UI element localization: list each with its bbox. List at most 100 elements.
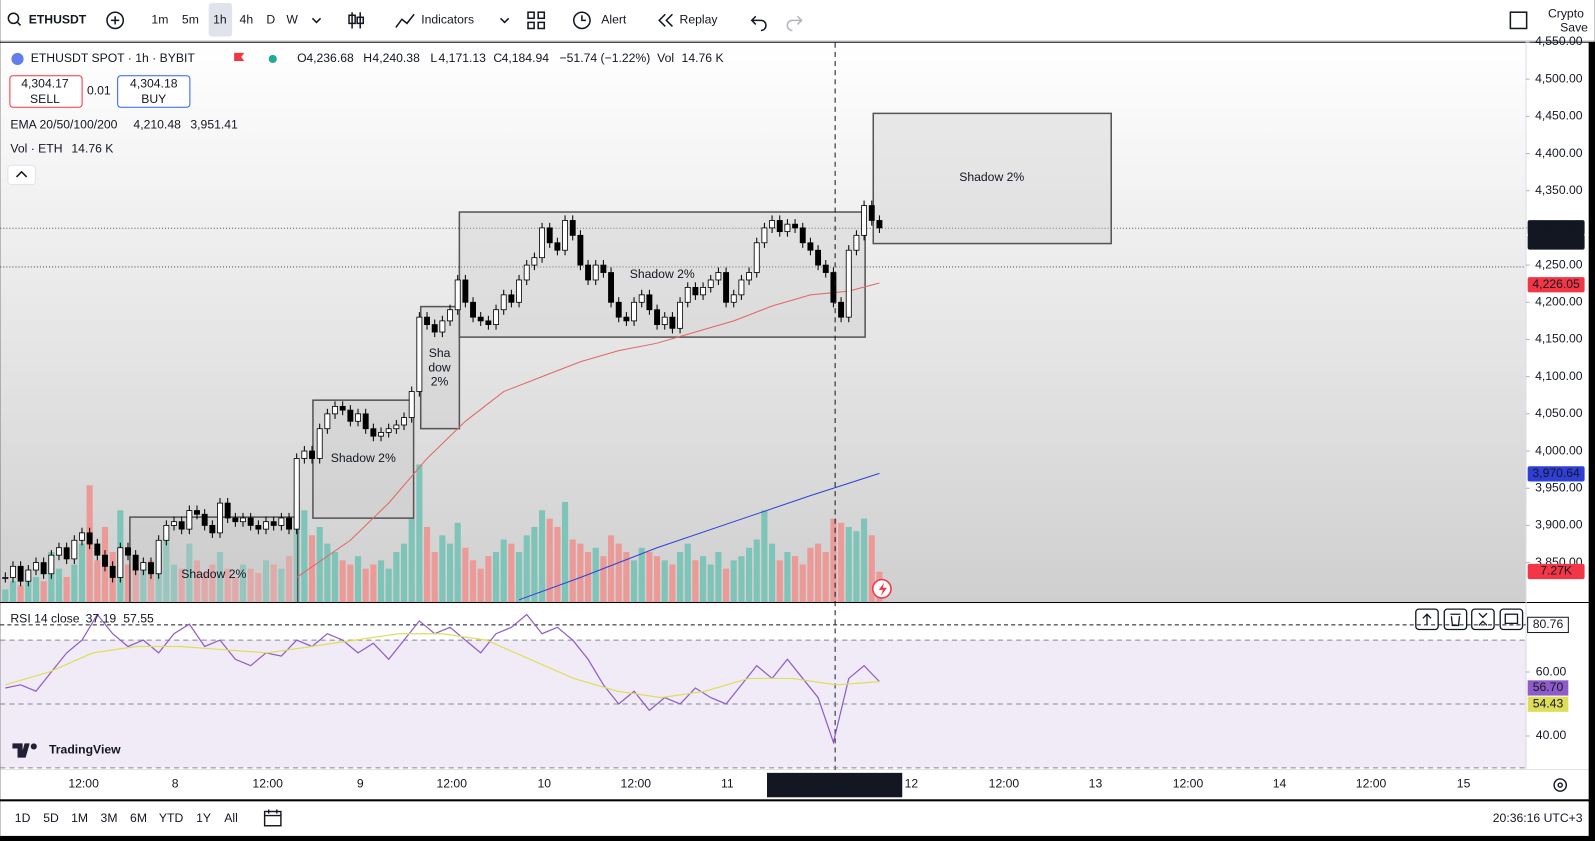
candle-body (784, 223, 791, 233)
range-button[interactable]: 1D (15, 811, 31, 825)
range-button[interactable]: YTD (159, 811, 184, 825)
range-button[interactable]: 1M (71, 811, 88, 825)
bottom-icons (263, 778, 1568, 827)
candle-body (707, 279, 714, 288)
candle-body (807, 242, 814, 251)
chart-pane (0, 42, 1526, 603)
volume-bar (71, 564, 78, 603)
volume-bar (776, 560, 783, 603)
event-bolt (878, 582, 887, 596)
rsi-pane (0, 603, 1526, 770)
candle-body (661, 316, 668, 326)
x-tick-label: 13 (1089, 776, 1103, 790)
candle-body (876, 220, 883, 229)
candle-body (838, 301, 845, 318)
volume-bar (723, 568, 730, 603)
candle-body (416, 316, 423, 392)
candle-body (263, 521, 269, 530)
buy-price: 4,304.18 (130, 77, 178, 91)
volume-bar (485, 556, 492, 603)
candle-body (508, 294, 515, 303)
volume-bar (454, 522, 461, 603)
volume-bar (569, 539, 576, 603)
volume-bar (577, 543, 584, 603)
y-tick-label: 4,400.00 (1535, 146, 1583, 160)
candle-body (608, 272, 615, 303)
candle-body (278, 517, 285, 526)
volume-bar (646, 551, 653, 603)
ohlc: L (430, 51, 437, 65)
volume-bar (554, 526, 561, 603)
candle-body (201, 513, 208, 526)
ohlc: C (493, 51, 502, 65)
candle-body (424, 316, 430, 326)
candle-body (401, 417, 407, 426)
range-button[interactable]: 1Y (196, 811, 211, 825)
candle-body (753, 242, 760, 273)
candle-body (393, 424, 400, 430)
range-button[interactable]: All (224, 811, 238, 825)
volume-bar (585, 551, 592, 603)
collapse-icon (15, 170, 28, 178)
volume-bar (730, 560, 737, 603)
rsi-ma-badge: 54.43 (1533, 696, 1564, 710)
interval: W (286, 13, 298, 27)
candle-body (324, 413, 331, 430)
sell-button[interactable] (9, 75, 83, 108)
candle-body (454, 279, 461, 311)
candle-body (10, 565, 16, 578)
volume-bar (799, 564, 806, 603)
y-tick-label: 4,500.00 (1535, 71, 1583, 85)
candle-body (623, 316, 630, 322)
flag (234, 52, 245, 62)
volume-bar (515, 551, 523, 603)
rsi-badge-bg (1527, 680, 1569, 696)
replay: Replay (680, 13, 719, 27)
last-price: 4,302.30 (1532, 220, 1580, 234)
volume-bar (707, 564, 714, 603)
volume-bar (2, 589, 9, 603)
volume-bar (55, 568, 63, 603)
candle-body (109, 565, 116, 578)
candle-body (186, 510, 193, 530)
candle-body (485, 320, 492, 326)
y-tick-label: 4,050.00 (1535, 406, 1583, 420)
volume-bar (423, 526, 431, 603)
candle-body (339, 406, 346, 411)
range-button[interactable]: 3M (101, 811, 118, 825)
x-tick-label: 8 (172, 776, 179, 790)
volume-bar (654, 556, 661, 603)
candle-body (48, 554, 55, 575)
candle-body (56, 547, 62, 556)
candle-body (516, 279, 522, 303)
range-button[interactable]: 5D (43, 811, 59, 825)
interval: D (266, 13, 275, 27)
alert: Alert (601, 13, 627, 27)
volume-bar (331, 551, 339, 603)
buy-label: BUY (141, 92, 166, 106)
candle-body (17, 565, 24, 582)
volume-bar (761, 510, 768, 603)
candle-body (799, 227, 806, 244)
legend-title: ETHUSDT SPOT · 1h · BYBIT (31, 51, 196, 65)
candle-body (692, 287, 699, 296)
x-tick-label: 14 (1273, 776, 1287, 790)
candle-body (309, 450, 315, 459)
volume-bar (738, 556, 745, 603)
candle-body (71, 539, 78, 560)
volume-bar (500, 539, 507, 603)
buy-button[interactable] (117, 75, 191, 108)
x-tick-label: 9 (357, 776, 364, 790)
candle-body (730, 294, 737, 303)
candle-body (163, 525, 170, 541)
x-tick-label: 15 (1457, 776, 1471, 790)
price-axis (1525, 42, 1589, 770)
range-button[interactable]: 6M (130, 811, 147, 825)
candle-body (493, 309, 499, 326)
candle-body (447, 309, 453, 322)
candle-body (769, 220, 776, 229)
candle-body (79, 532, 85, 541)
volume-bar (868, 535, 875, 603)
collapse-button[interactable] (7, 164, 36, 186)
